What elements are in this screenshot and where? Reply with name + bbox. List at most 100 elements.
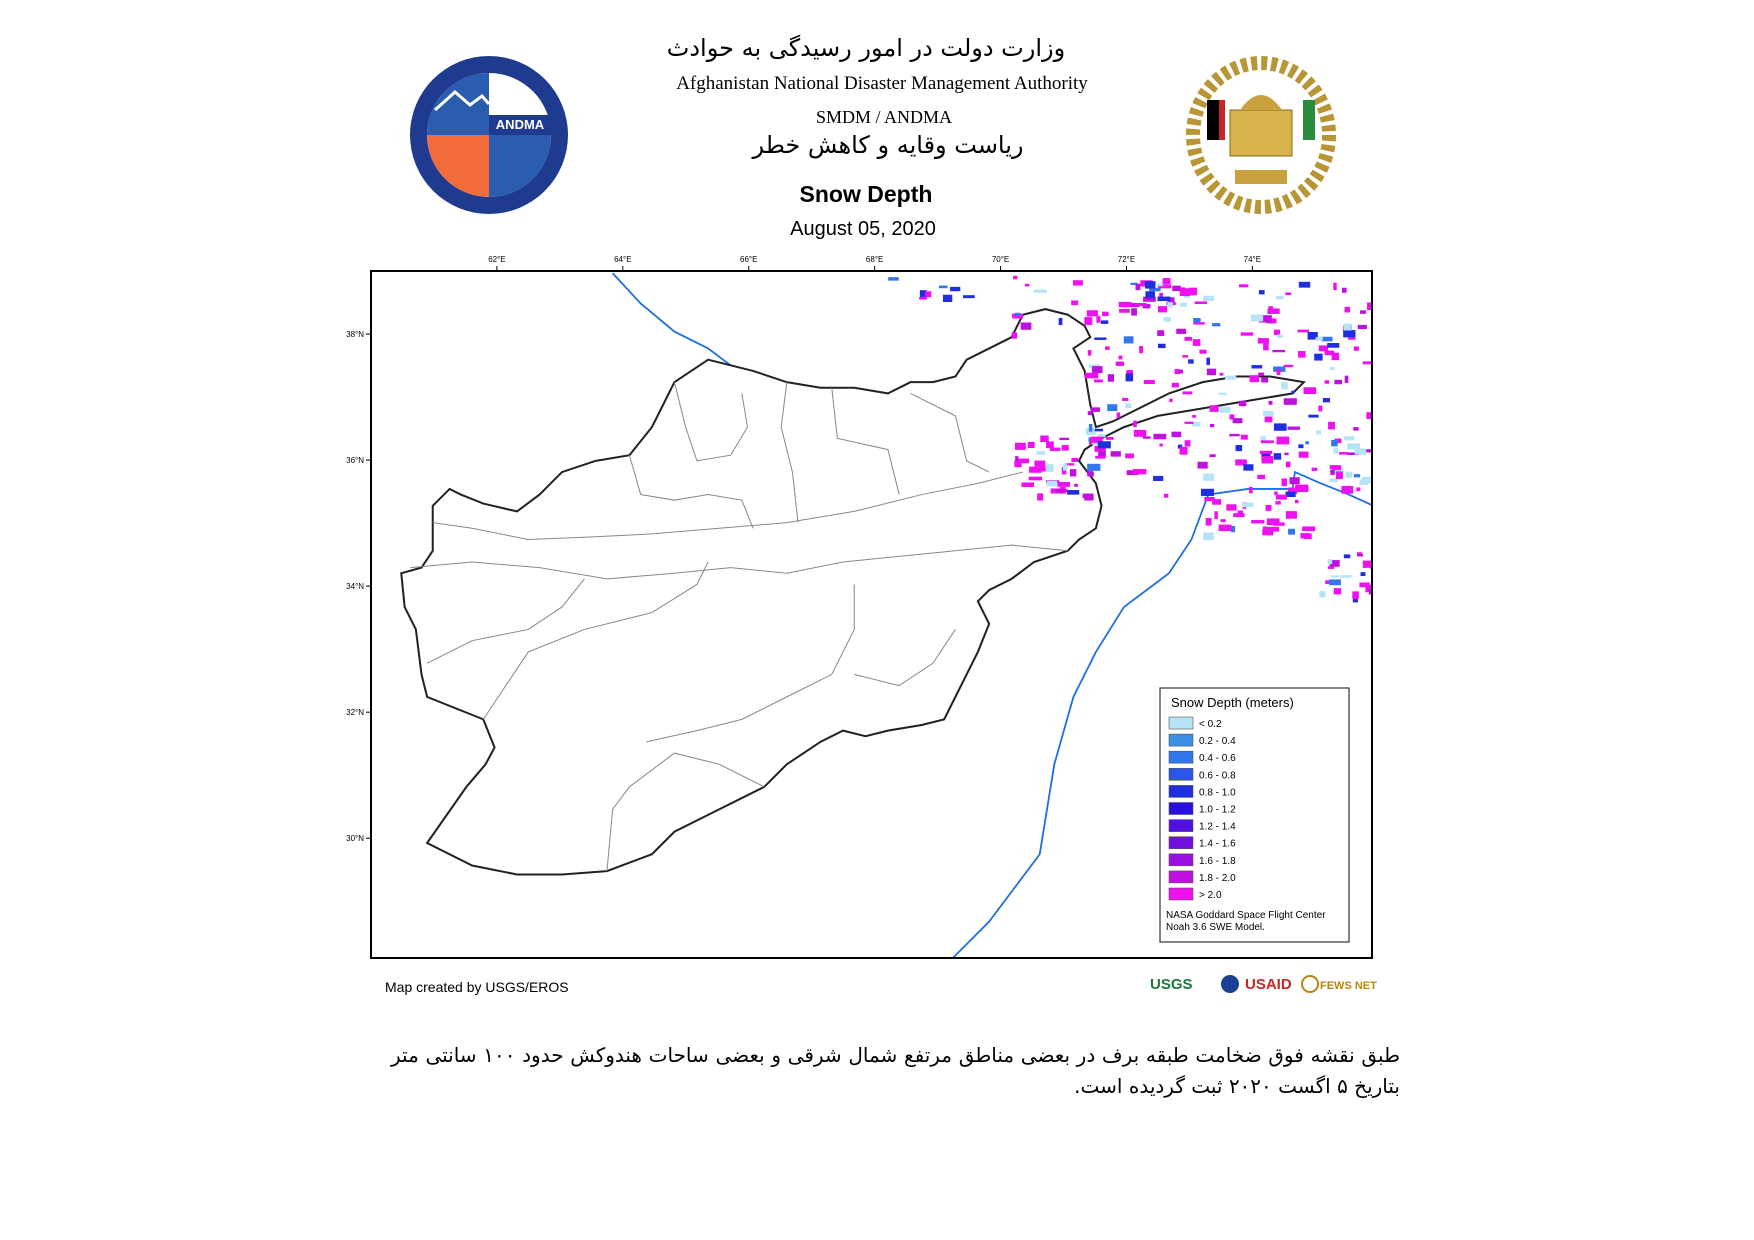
snow-patch (1159, 443, 1163, 447)
snow-patch (1066, 490, 1080, 495)
snow-patch (919, 290, 927, 298)
snow-patch (1327, 559, 1333, 565)
snow-patch (1139, 345, 1144, 354)
map-frame (370, 270, 1373, 959)
snow-patch (1212, 323, 1221, 327)
snow-patch (1263, 342, 1269, 351)
snow-patch (1357, 552, 1363, 556)
snow-patch (1321, 336, 1333, 342)
legend-swatch (1168, 870, 1194, 884)
snow-patch (1287, 487, 1298, 495)
snow-patch (1095, 455, 1106, 459)
legend-swatch (1168, 802, 1194, 815)
snow-patch (1226, 504, 1237, 511)
snow-patch (1329, 579, 1341, 586)
snow-patch (1366, 412, 1372, 420)
snow-patch (1275, 296, 1284, 300)
snow-patch (1107, 374, 1114, 382)
snow-patch (1285, 292, 1292, 296)
snow-patch (1119, 308, 1130, 313)
snow-patch (919, 296, 928, 300)
snow-patch (1261, 456, 1274, 464)
snow-patch (1098, 451, 1106, 457)
snow-patch (1062, 463, 1068, 471)
snow-patch (1203, 532, 1214, 541)
snow-patch (1153, 475, 1164, 481)
snow-patch (1343, 323, 1352, 331)
snow-patch (1240, 332, 1254, 336)
snow-patch (1014, 460, 1022, 468)
snow-patch (1212, 499, 1222, 505)
snow-patch (1197, 461, 1208, 469)
snow-patch (1115, 361, 1124, 366)
snow-patch (1356, 487, 1361, 492)
snow-patch (1134, 303, 1147, 307)
snow-patch (1360, 310, 1367, 314)
snow-patch (1090, 407, 1101, 412)
legend-label: > 2.0 (1199, 890, 1222, 901)
snow-patch (1153, 433, 1167, 440)
snow-patch (1162, 278, 1171, 285)
snow-patch (1295, 484, 1309, 493)
partner-logo: USGS (1150, 976, 1193, 993)
fews-logo (1301, 975, 1319, 993)
snow-patch (1033, 289, 1047, 293)
legend-swatch (1168, 887, 1194, 901)
snow-patch (1329, 478, 1339, 483)
legend-swatch (1168, 767, 1194, 781)
map-credit: Map created by USGS/EROS (385, 979, 569, 995)
snow-patch (1249, 486, 1253, 494)
snow-patch (1028, 476, 1043, 481)
snow-patch (1205, 518, 1212, 526)
snow-patch (1287, 426, 1300, 430)
snow-patch (1232, 418, 1243, 424)
snow-patch (1219, 372, 1224, 376)
snow-cover (888, 275, 1372, 603)
snow-patch (1276, 436, 1290, 445)
river (952, 470, 1372, 958)
legend-source: Noah 3.6 SWE Model. (1166, 922, 1265, 933)
snow-patch (1328, 421, 1335, 430)
snow-patch (1171, 431, 1182, 438)
lon-tick-label: 74°E (1244, 255, 1261, 264)
snow-patch (1105, 346, 1110, 350)
snow-patch (1311, 467, 1318, 471)
snow-patch (1027, 441, 1035, 449)
snow-patch (1354, 448, 1367, 455)
snow-patch (1110, 451, 1121, 457)
river (611, 272, 732, 367)
snow-patch (1092, 366, 1103, 374)
snow-patch (1125, 373, 1134, 382)
andma-logo: ANDMA (410, 56, 568, 214)
snow-patch (1171, 382, 1179, 388)
snow-patch (1206, 368, 1217, 376)
snow-patch (1204, 497, 1215, 502)
snow-patch (1072, 280, 1083, 286)
snow-patch (1258, 372, 1265, 377)
snow-patch (1184, 336, 1193, 341)
snow-patch (1188, 287, 1198, 296)
snow-patch (1132, 469, 1147, 475)
snow-patch (1182, 355, 1189, 358)
snow-patch (1169, 398, 1173, 403)
snow-patch (1340, 575, 1352, 578)
snow-patch (1266, 518, 1280, 526)
snow-patch (1184, 421, 1194, 424)
snow-patch (1144, 281, 1156, 289)
country-outline (400, 308, 1306, 876)
agency-name: Afghanistan National Disaster Management… (676, 73, 1088, 94)
snow-patch (1013, 275, 1018, 280)
lon-tick-label: 66°E (740, 255, 757, 264)
snow-patch (1367, 302, 1372, 311)
snow-patch (1193, 317, 1201, 325)
lon-tick-label: 64°E (614, 255, 631, 264)
snow-patch (925, 291, 932, 298)
logo-text: ANDMA (496, 117, 545, 132)
snow-patch (1230, 525, 1236, 533)
snow-patch (1305, 441, 1310, 445)
snow-patch (1203, 473, 1214, 481)
snow-patch (1260, 436, 1267, 444)
snow-patch (1163, 493, 1169, 498)
snow-patch (1341, 287, 1347, 293)
legend-source: NASA Goddard Space Flight Center (1166, 910, 1326, 921)
